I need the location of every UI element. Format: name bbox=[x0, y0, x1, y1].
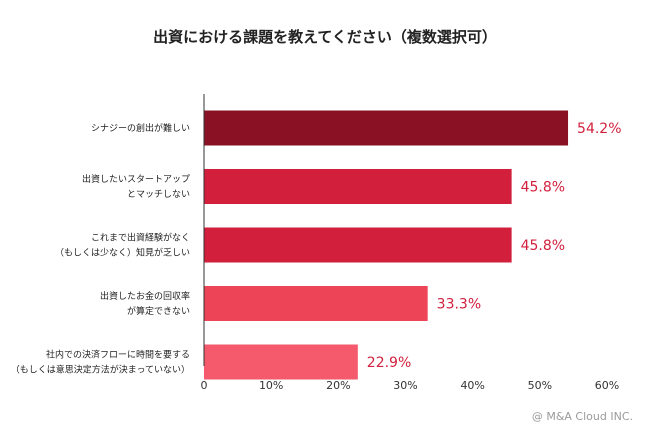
bar-4 bbox=[204, 344, 358, 380]
chart-title: 出資における課題を教えてください（複数選択可） bbox=[153, 28, 497, 46]
x-tick-label-1: 10% bbox=[259, 379, 283, 392]
category-label-4-1: （もしくは意思決定方法が決まっていない） bbox=[11, 364, 190, 376]
x-tick-label-3: 30% bbox=[393, 379, 417, 392]
bars-group bbox=[204, 110, 569, 380]
x-tick-label-0: 0 bbox=[201, 379, 208, 392]
value-label-0: 54.2% bbox=[577, 121, 621, 137]
value-label-3: 33.3% bbox=[437, 297, 481, 313]
value-label-1: 45.8% bbox=[521, 180, 565, 196]
category-label-1-1: とマッチしない bbox=[127, 189, 190, 200]
x-tick-label-2: 20% bbox=[326, 379, 350, 392]
value-label-4: 22.9% bbox=[367, 355, 411, 371]
x-tick-labels-group: 0 10% 20% 30% 40% 50% 60% bbox=[201, 379, 620, 392]
category-label-2-0: これまで出資経験がなく bbox=[91, 232, 190, 244]
category-label-3-1: が算定できない bbox=[127, 305, 190, 317]
bar-1 bbox=[204, 169, 512, 204]
value-label-2: 45.8% bbox=[521, 238, 565, 254]
category-label-3-0: 出資したお金の回収率 bbox=[100, 290, 190, 302]
category-label-1-0: 出資したいスタートアップ bbox=[82, 173, 190, 185]
credit-text: @ M&A Cloud INC. bbox=[532, 410, 633, 423]
category-label-2-1: （もしくは少なく）知見が乏しい bbox=[55, 247, 190, 259]
bar-0 bbox=[204, 110, 569, 146]
bar-3 bbox=[204, 286, 428, 321]
x-tick-label-6: 60% bbox=[595, 379, 619, 392]
category-label-4-0: 社内での決済フローに時間を要する bbox=[46, 349, 190, 361]
category-label-0-0: シナジーの創出が難しい bbox=[91, 122, 190, 134]
value-labels-group: 54.2% 45.8% 45.8% 33.3% 22.9% bbox=[367, 121, 622, 371]
category-labels-group: シナジーの創出が難しい出資したいスタートアップとマッチしないこれまで出資経験がな… bbox=[11, 122, 190, 376]
x-tick-label-4: 40% bbox=[460, 379, 484, 392]
bar-2 bbox=[204, 227, 512, 263]
x-tick-label-5: 50% bbox=[528, 379, 552, 392]
